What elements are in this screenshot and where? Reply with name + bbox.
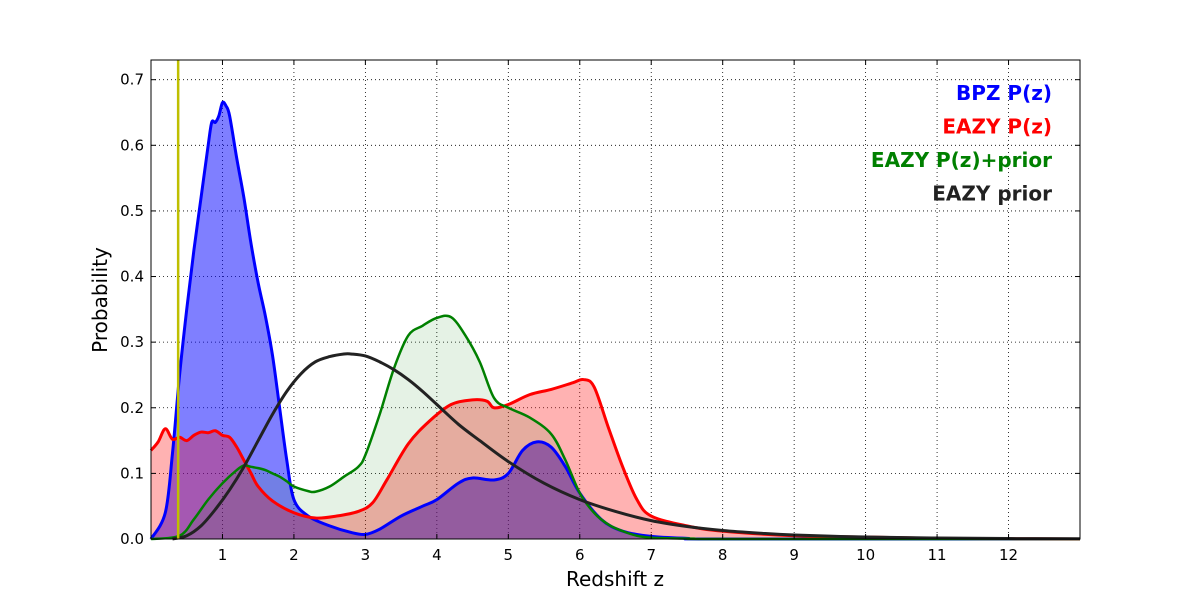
grid bbox=[151, 60, 1080, 539]
legend: BPZ P(z) EAZY P(z) EAZY P(z)+prior EAZY pri… bbox=[871, 81, 1052, 206]
series-fill-eazy-p-z bbox=[151, 379, 1080, 539]
x-axis-title: Redshift z bbox=[566, 567, 664, 591]
x-tick-label: 8 bbox=[718, 546, 728, 564]
x-tick-label: 10 bbox=[856, 546, 875, 564]
y-tick-label: 0.3 bbox=[120, 333, 144, 351]
legend-entry: EAZY P(z)+prior bbox=[871, 148, 1052, 172]
series-fill-bpz-p-z bbox=[151, 102, 1080, 539]
axis-ticks: 1 2 3 4 5 6 7 8 9 10 11 120.00.10.20.30.40.50.60.7 bbox=[120, 60, 1080, 564]
x-tick-label: 6 bbox=[575, 546, 585, 564]
legend-entry: EAZY P(z) bbox=[942, 115, 1052, 139]
x-tick-label: 3 bbox=[361, 546, 371, 564]
y-axis-title: Probability bbox=[88, 247, 112, 353]
series-line-eazy-p-z bbox=[149, 377, 1081, 541]
x-tick-label: 12 bbox=[999, 546, 1018, 564]
y-tick-label: 0.0 bbox=[120, 530, 144, 548]
series-line-eazy-prior bbox=[172, 352, 1081, 541]
x-tick-label: 2 bbox=[289, 546, 299, 564]
x-tick-label: 5 bbox=[504, 546, 514, 564]
series-lines bbox=[149, 100, 1081, 541]
x-tick-label: 7 bbox=[646, 546, 656, 564]
y-tick-label: 0.7 bbox=[120, 71, 144, 89]
x-tick-label: 1 bbox=[218, 546, 228, 564]
y-tick-label: 0.2 bbox=[120, 399, 144, 417]
legend-entry: BPZ P(z) bbox=[956, 81, 1052, 105]
series-line-eazy-p-z-prior bbox=[150, 314, 1080, 541]
y-tick-label: 0.6 bbox=[120, 136, 144, 154]
y-tick-label: 0.5 bbox=[120, 202, 144, 220]
x-tick-label: 9 bbox=[789, 546, 799, 564]
x-tick-label: 4 bbox=[432, 546, 442, 564]
legend-entry: EAZY prior bbox=[932, 182, 1052, 206]
y-tick-label: 0.4 bbox=[120, 268, 144, 286]
y-tick-label: 0.1 bbox=[120, 464, 144, 482]
x-tick-label: 11 bbox=[928, 546, 947, 564]
plot-frame bbox=[150, 59, 1081, 540]
